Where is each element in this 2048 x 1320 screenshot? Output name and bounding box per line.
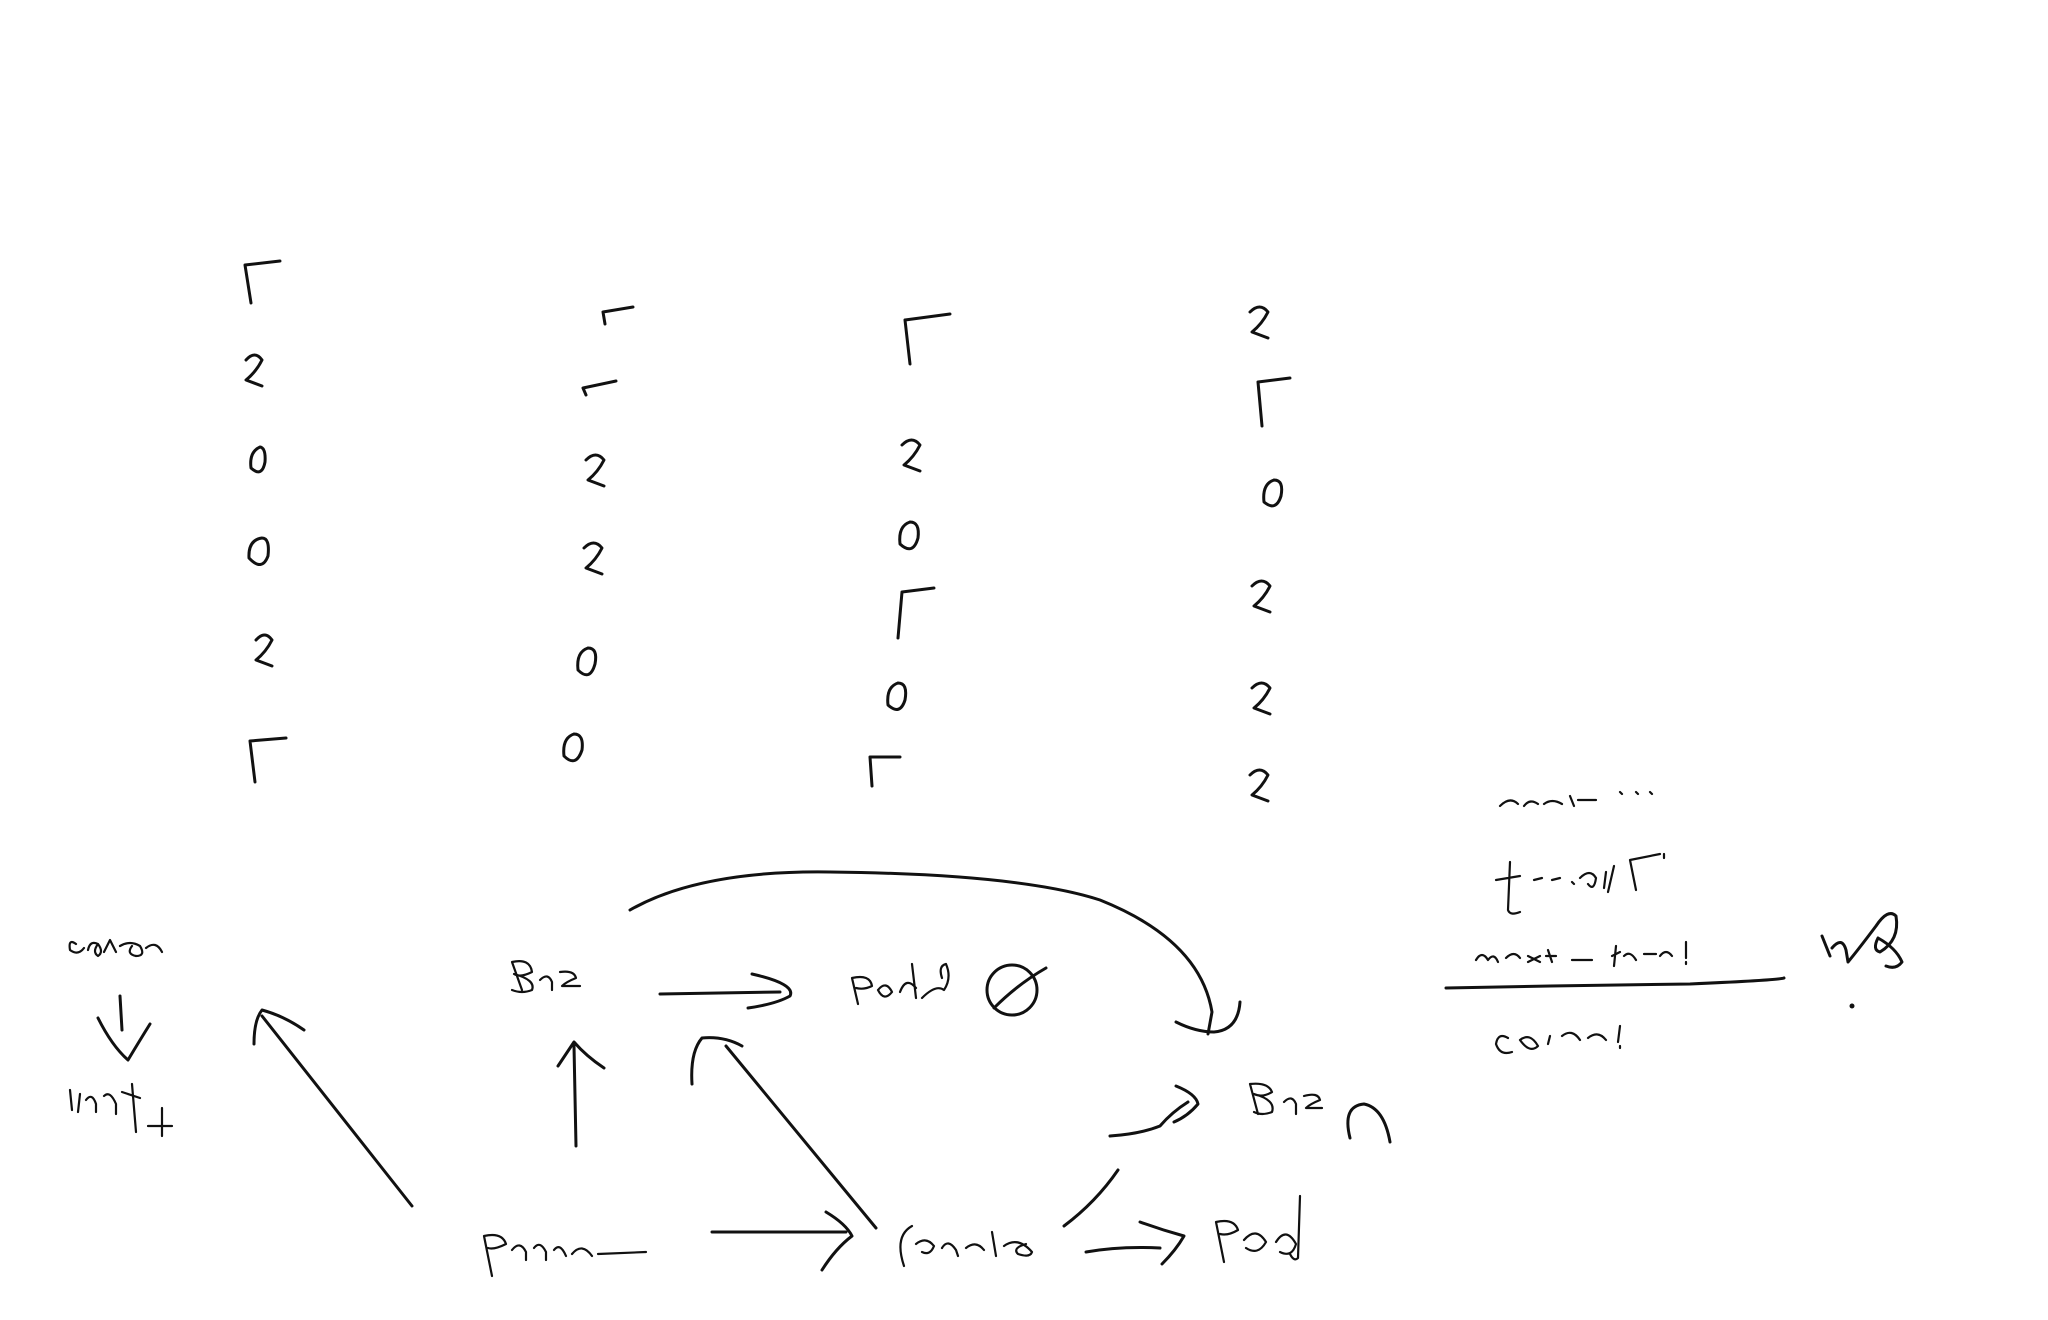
digit-glyph xyxy=(247,536,270,566)
arc-top-left-to-right xyxy=(628,870,1214,1036)
digit-glyph xyxy=(903,312,952,366)
digit-column-2 xyxy=(562,305,635,763)
digit-glyph xyxy=(1250,579,1272,614)
node-top-middle-circle xyxy=(985,963,1039,1017)
arrow-down xyxy=(96,994,152,1062)
margin-mark-dot xyxy=(1849,1003,1855,1009)
digit-glyph xyxy=(900,438,922,473)
side-note-underline xyxy=(1444,976,1786,990)
node-top-middle-slash xyxy=(992,966,1048,1010)
arrow-bottom-left-to-left-chain xyxy=(252,1008,414,1208)
digit-glyph xyxy=(244,353,264,388)
digit-glyph xyxy=(582,541,604,576)
arrow-bottom-left-to-bottom-middle xyxy=(710,1210,854,1272)
digit-glyph xyxy=(1262,478,1284,508)
node-bottom-middle xyxy=(899,1224,1034,1268)
handwritten-word-bottom xyxy=(68,1082,174,1138)
left-chain xyxy=(68,938,174,1138)
node-bottom-right xyxy=(1214,1194,1302,1264)
margin-mark xyxy=(1820,912,1904,969)
digit-glyph xyxy=(249,445,267,474)
digit-column-4 xyxy=(1248,305,1292,803)
digit-glyph xyxy=(868,755,902,788)
handwritten-word-top xyxy=(68,938,164,958)
digit-glyph xyxy=(248,736,288,784)
digit-glyph xyxy=(581,379,618,397)
digit-glyph xyxy=(1256,376,1292,428)
digit-column-1 xyxy=(243,259,288,784)
node-right-loop xyxy=(1346,1102,1392,1144)
digit-glyph xyxy=(1248,768,1270,803)
side-note-line-3 xyxy=(1474,940,1688,968)
arc-top-left-to-right-head xyxy=(1174,1000,1242,1034)
digit-glyph xyxy=(886,681,908,711)
digit-glyph xyxy=(601,305,635,326)
line-bottom-middle-to-right xyxy=(1062,1168,1120,1228)
digit-glyph xyxy=(584,453,606,488)
side-note-line-2 xyxy=(1494,852,1666,915)
node-top-middle xyxy=(850,962,950,1006)
node-top-left xyxy=(510,960,582,994)
side-notes xyxy=(1444,790,1904,1055)
flow-diagram xyxy=(252,870,1392,1278)
digit-glyph xyxy=(576,646,598,677)
side-note-line-4 xyxy=(1494,1024,1622,1055)
digit-glyph xyxy=(243,259,282,305)
arrow-bottom-middle-to-top-left xyxy=(690,1036,878,1230)
digit-column-3 xyxy=(868,312,952,788)
digit-glyph xyxy=(562,732,584,763)
side-note-line-1 xyxy=(1498,790,1654,808)
arrow-bottom-middle-to-bottom-right xyxy=(1084,1220,1186,1266)
node-right xyxy=(1248,1082,1324,1116)
arrow-bottom-left-to-top-left xyxy=(556,1040,606,1148)
digit-glyph xyxy=(1250,681,1272,716)
node-bottom-left xyxy=(482,1233,648,1278)
digit-glyph xyxy=(1248,305,1270,340)
digit-glyph xyxy=(254,633,274,668)
arrow-bottom-middle-to-right xyxy=(1108,1084,1200,1138)
digit-glyph xyxy=(896,586,936,640)
arrow-top-left-to-top-middle xyxy=(658,972,793,1010)
digit-glyph xyxy=(898,520,920,551)
